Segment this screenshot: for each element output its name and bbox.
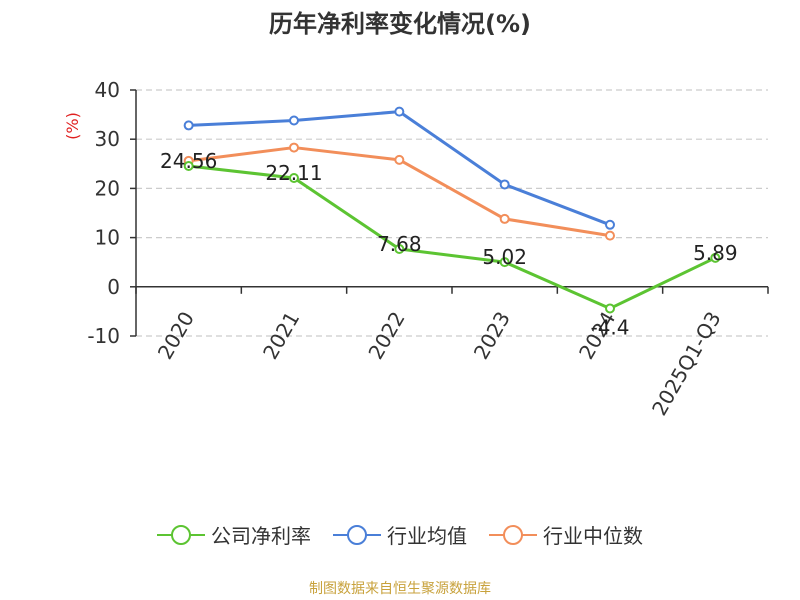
x-tick-label: 2025Q1-Q3 (647, 307, 726, 419)
data-label: 5.02 (482, 245, 527, 269)
data-point-1 (394, 106, 405, 117)
data-point-0 (605, 303, 615, 314)
y-tick-label: 40 (95, 78, 120, 102)
data-point-1 (183, 120, 194, 131)
series-line-1 (188, 110, 611, 227)
x-tick-label: 2020 (153, 307, 199, 363)
data-point-0 (499, 257, 510, 268)
data-point-0 (289, 173, 299, 184)
legend-marker-company (157, 524, 205, 545)
data-point-1 (605, 219, 615, 230)
data-point-1 (499, 179, 510, 190)
legend-marker-industry-mean (333, 524, 381, 545)
legend-label-industry-median: 行业中位数 (543, 524, 643, 548)
data-point-2 (605, 230, 615, 241)
data-point-0 (710, 252, 721, 263)
data-point-0 (394, 244, 405, 255)
data-point-2 (499, 213, 510, 224)
data-label: -4.4 (590, 315, 629, 339)
y-tick-label: -10 (87, 324, 120, 348)
legend-label-company: 公司净利率 (211, 524, 311, 548)
y-tick-label: 10 (95, 226, 120, 250)
legend-item-company[interactable]: 公司净利率 (157, 520, 311, 549)
data-label: 24.56 (160, 149, 217, 173)
legend: 公司净利率 行业均值 行业中位数 (0, 520, 800, 549)
data-label: 5.89 (693, 241, 738, 265)
y-axis-label: (%) (63, 112, 82, 140)
source-note: 制图数据来自恒生聚源数据库 (309, 581, 491, 597)
legend-item-industry-median[interactable]: 行业中位数 (489, 520, 643, 549)
y-tick-label: 30 (95, 127, 120, 151)
data-label: 22.11 (265, 161, 322, 185)
data-point-1 (289, 115, 299, 126)
legend-marker-industry-median (489, 524, 537, 545)
x-tick-label: 2023 (469, 307, 515, 363)
data-point-2 (394, 154, 405, 165)
data-point-0 (183, 160, 194, 171)
x-tick-label: 2021 (258, 307, 304, 363)
series-line-0 (188, 164, 716, 310)
legend-label-industry-mean: 行业均值 (387, 524, 467, 548)
data-point-2 (289, 142, 299, 153)
x-tick-label: 2022 (363, 307, 409, 363)
y-tick-label: 20 (95, 176, 120, 200)
chart-title: 历年净利率变化情况(%) (269, 10, 531, 38)
data-label: 7.68 (377, 232, 422, 256)
legend-item-industry-mean[interactable]: 行业均值 (333, 520, 467, 549)
y-tick-label: 0 (107, 275, 120, 299)
